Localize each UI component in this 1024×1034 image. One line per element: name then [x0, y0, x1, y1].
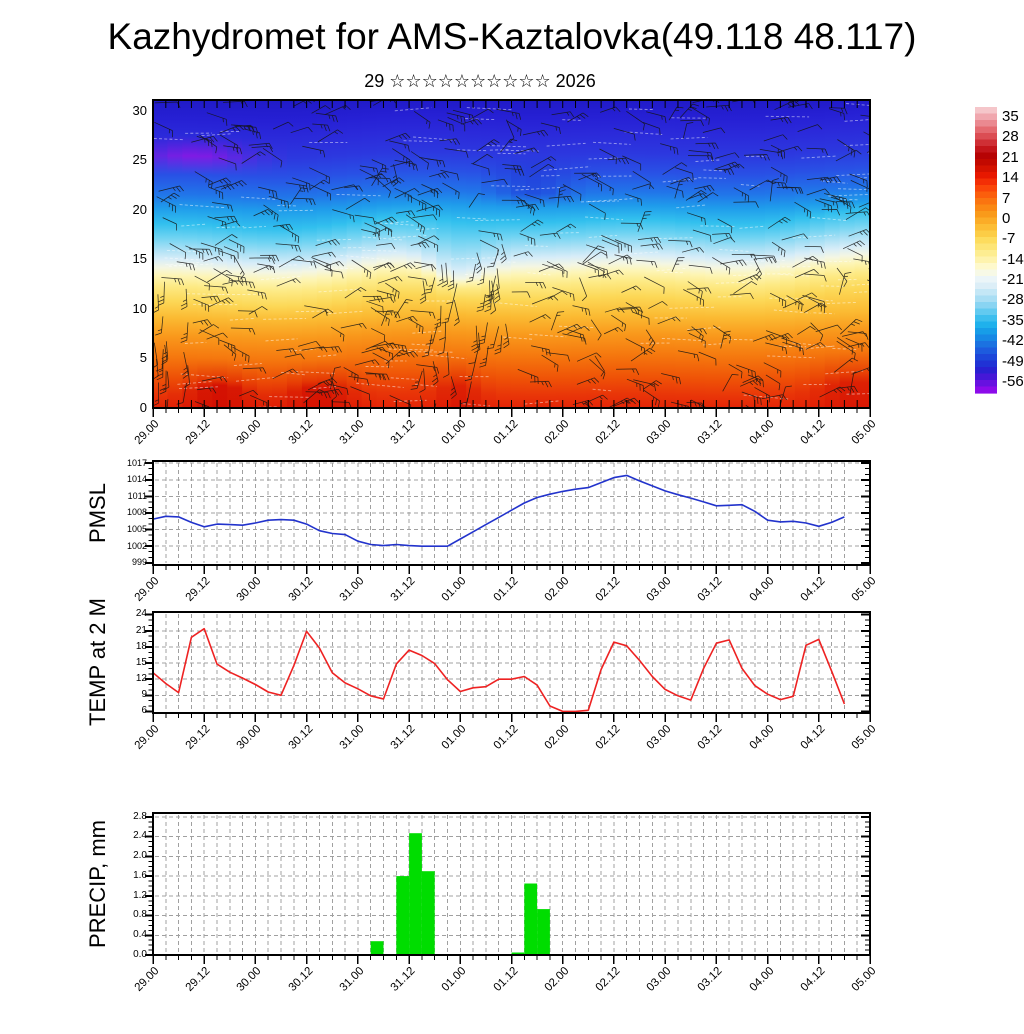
contour-streaks	[153, 103, 870, 408]
precip-y-tick-label: 2.0	[133, 850, 147, 861]
pmsl-y-tick-label: 999	[131, 557, 147, 567]
colorbar-tick-label: 0	[1002, 210, 1011, 227]
temp-y-tick-label: 12	[135, 673, 147, 684]
page-subtitle: 29 ☆☆☆☆☆☆☆☆☆☆ 2026	[364, 71, 596, 91]
pmsl-y-tick-label: 1008	[126, 507, 147, 517]
temp-y-tick-label: 15	[135, 657, 147, 668]
colorbar-tick-label: -28	[1002, 291, 1024, 308]
cross-section-y-tick-label: 20	[132, 202, 147, 217]
cross-section-x-ticks	[152, 409, 871, 417]
page-title: Kazhydromet for AMS-Kaztalovka(49.118 48…	[107, 16, 917, 57]
colorbar	[975, 107, 997, 394]
cross-section-y-tick-label: 30	[132, 103, 147, 118]
colorbar-tick-label: -14	[1002, 251, 1024, 268]
cross-section-frame	[152, 99, 871, 409]
precip-panel	[145, 812, 871, 964]
precip-y-tick-label: 0.0	[133, 949, 147, 960]
cross-section-y-tick-label: 15	[132, 251, 147, 266]
wind-barbs	[153, 100, 870, 408]
pmsl-y-tick-label: 1014	[126, 474, 147, 484]
pmsl-panel	[145, 460, 871, 574]
cross-section-y-tick-label: 25	[132, 152, 147, 167]
precip-y-tick-label: 0.4	[133, 929, 147, 940]
precip-y-tick-label: 1.2	[133, 890, 147, 901]
colorbar-tick-label: 35	[1002, 108, 1019, 125]
cross-section-y-tick-label: 5	[139, 350, 147, 365]
colorbar-tick-label: -56	[1002, 373, 1024, 390]
temp-y-tick-label: 9	[141, 689, 147, 700]
pmsl-y-tick-label: 1002	[126, 541, 147, 551]
precip-y-tick-label: 2.8	[133, 811, 147, 822]
temperature-field	[153, 100, 870, 408]
precip-y-tick-label: 1.6	[133, 870, 147, 881]
colorbar-tick-label: 21	[1002, 149, 1019, 166]
temp-y-tick-label: 21	[135, 625, 147, 636]
precip-frame	[152, 812, 871, 956]
precip-y-tick-label: 0.8	[133, 909, 147, 920]
cross-section-y-tick-label: 0	[139, 400, 147, 415]
colorbar-tick-label: -42	[1002, 332, 1024, 349]
temp-y-tick-label: 18	[135, 641, 147, 652]
colorbar-tick-label: -21	[1002, 271, 1024, 288]
pmsl-y-tick-label: 1011	[127, 491, 147, 501]
pmsl-y-tick-label: 1005	[126, 524, 147, 534]
colorbar-tick-label: 7	[1002, 190, 1011, 207]
temp-y-tick-label: 24	[135, 608, 147, 619]
precip-y-tick-label: 2.4	[133, 830, 147, 841]
temp-line	[152, 627, 846, 713]
cross-section-y-tick-label: 10	[132, 301, 147, 316]
colorbar-tick-label: -49	[1002, 353, 1024, 370]
temp-y-tick-label: 6	[141, 705, 147, 716]
colorbar-tick-label: -35	[1002, 312, 1024, 329]
colorbar-tick-label: 28	[1002, 128, 1019, 145]
colorbar-tick-label: -7	[1002, 230, 1016, 247]
pmsl-y-tick-label: 1017	[126, 458, 147, 468]
precip-bars	[370, 833, 550, 955]
colorbar-tick-label: 14	[1002, 169, 1019, 186]
pmsl-line	[152, 474, 845, 548]
temp-panel	[145, 611, 871, 722]
